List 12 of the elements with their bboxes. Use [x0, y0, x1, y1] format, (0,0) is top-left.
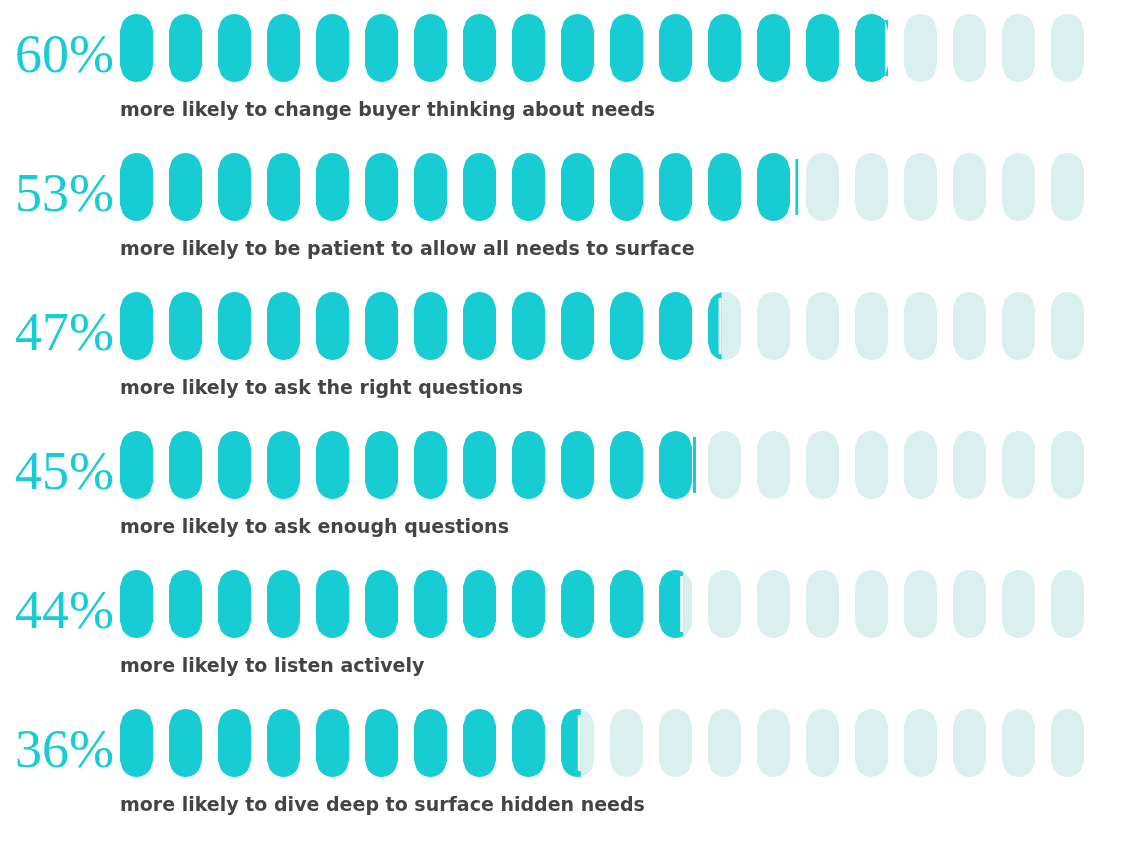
y-tick-label: more likely to listen actively — [120, 654, 425, 676]
y-tick-label: more likely to dive deep to surface hidden needs — [120, 793, 645, 815]
data-label: 60% — [15, 24, 114, 84]
data-label: 44% — [15, 580, 114, 640]
data-label: 47% — [15, 302, 114, 362]
y-tick-label: more likely to ask enough questions — [120, 515, 509, 537]
y-tick-label: more likely to change buyer thinking about needs — [120, 98, 656, 120]
data-label: 53% — [15, 163, 114, 223]
data-label: 36% — [15, 719, 114, 779]
y-tick-label: more likely to be patient to allow all needs to surface — [120, 237, 695, 259]
y-tick-label: more likely to ask the right questions — [120, 376, 524, 398]
data-label: 45% — [15, 441, 114, 501]
